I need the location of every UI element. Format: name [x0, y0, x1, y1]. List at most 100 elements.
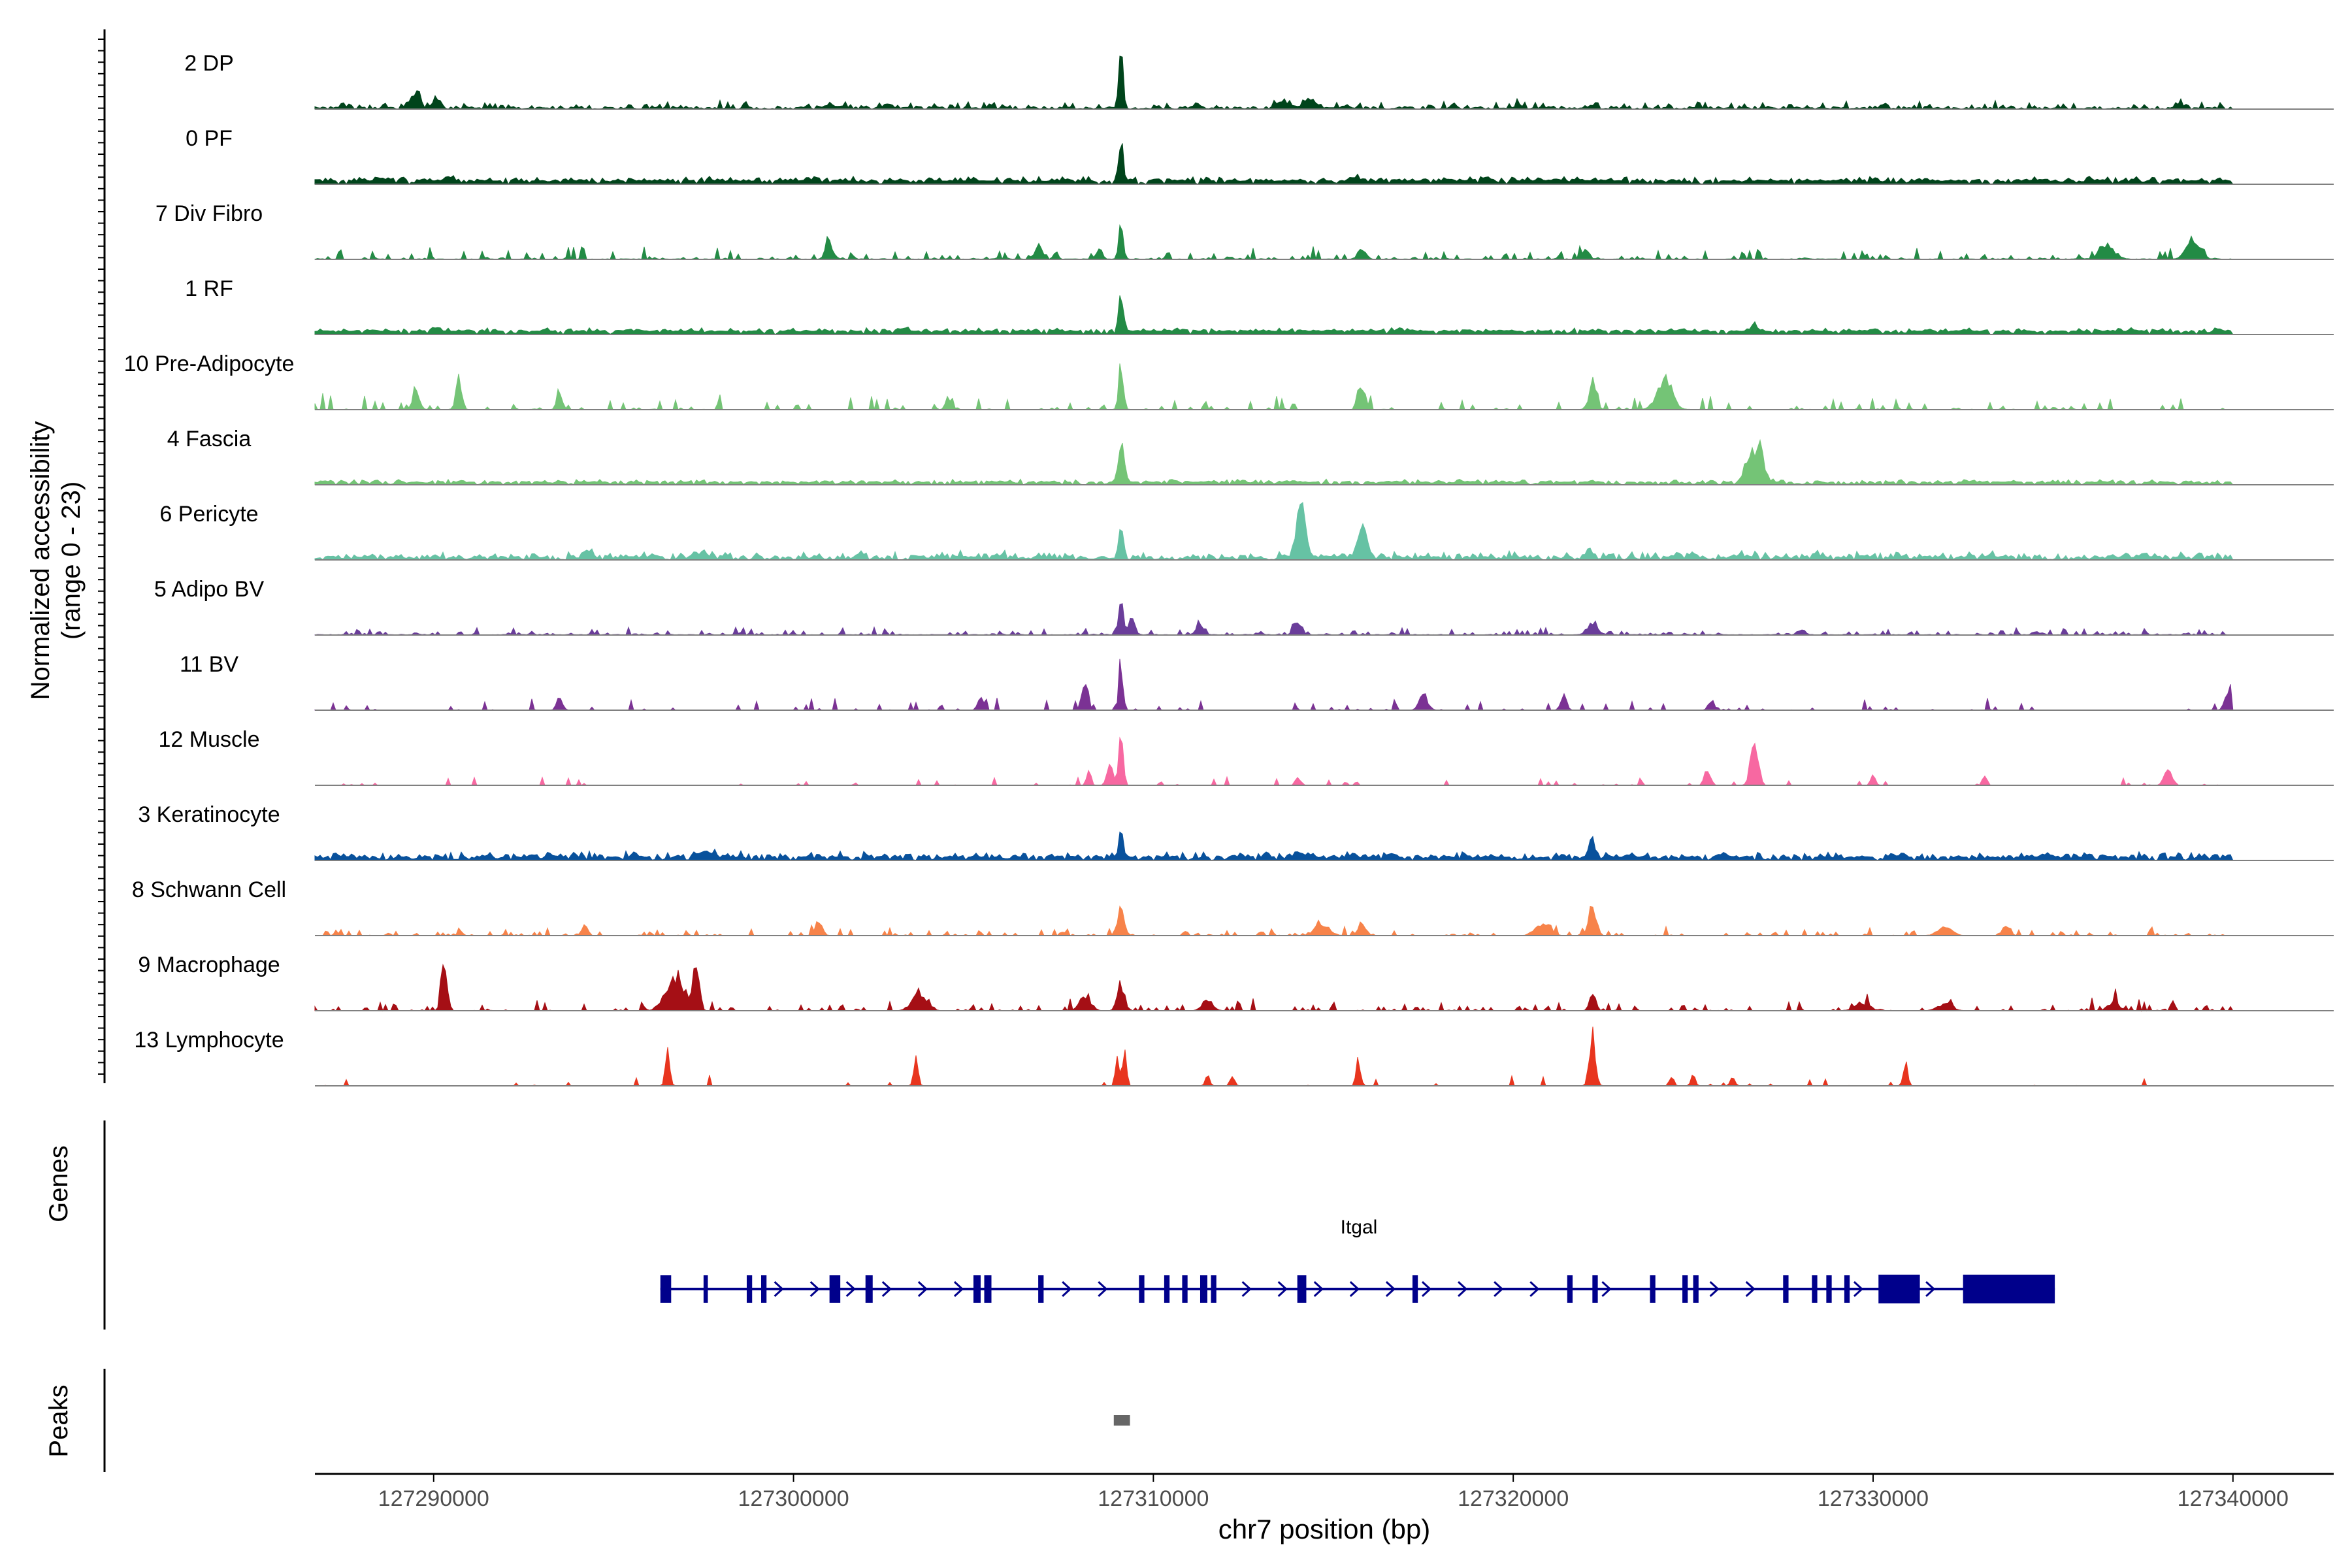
strand-arrow: [1709, 1281, 1720, 1298]
exon: [1812, 1275, 1818, 1303]
track-label: 5 Adipo BV: [154, 577, 265, 602]
track-signal: [314, 603, 2233, 636]
exon: [660, 1275, 672, 1303]
x-tick-label: 127290000: [378, 1486, 489, 1511]
track-12: 8 Schwann Cell: [132, 877, 2334, 937]
y-axis-ticks: [98, 39, 105, 1075]
strand-arrow: [1601, 1281, 1612, 1298]
exon: [760, 1275, 767, 1303]
x-tick-label: 127320000: [1458, 1486, 1569, 1511]
strand-arrow: [1529, 1281, 1540, 1298]
x-tick-label: 127310000: [1098, 1486, 1209, 1511]
exon: [973, 1275, 981, 1303]
strand-arrow: [1385, 1281, 1396, 1298]
track-label: 8 Schwann Cell: [132, 877, 286, 902]
track-signal: [314, 831, 2234, 862]
strand-arrow: [1925, 1281, 1936, 1298]
strand-arrow: [845, 1281, 856, 1298]
x-axis-label: chr7 position (bp): [1218, 1514, 1431, 1544]
track-3: 7 Div Fibro: [155, 201, 2334, 261]
x-tick-label: 127330000: [1818, 1486, 1929, 1511]
strand-arrow: [917, 1281, 928, 1298]
strand-arrow: [1349, 1281, 1360, 1298]
x-tick-label: 127300000: [738, 1486, 849, 1511]
track-8: 5 Adipo BV: [154, 577, 2334, 636]
track-label: 12 Muscle: [159, 727, 260, 752]
exon: [703, 1275, 708, 1303]
track-label: 11 BV: [180, 652, 238, 677]
track-label: 4 Fascia: [167, 427, 252, 451]
track-signal: [314, 502, 2234, 561]
strand-arrow: [1853, 1281, 1864, 1298]
strand-arrow: [1421, 1281, 1432, 1298]
exon: [1963, 1275, 2055, 1303]
exon: [984, 1275, 992, 1303]
track-5: 10 Pre-Adipocyte: [124, 351, 2334, 411]
exon: [1826, 1275, 1832, 1303]
genes-label: Genes: [44, 1145, 73, 1222]
strand-arrow: [1062, 1281, 1072, 1298]
strand-arrow: [774, 1281, 784, 1298]
exon: [746, 1275, 753, 1303]
x-tick-label: 127340000: [2178, 1486, 2289, 1511]
track-2: 0 PF: [186, 126, 2334, 186]
strand-arrow: [1098, 1281, 1108, 1298]
strand-arrow: [809, 1281, 820, 1298]
exon: [1693, 1275, 1699, 1303]
exon: [1139, 1275, 1145, 1303]
track-signal: [314, 438, 2234, 485]
exon: [1182, 1275, 1188, 1303]
track-signal: [314, 964, 2234, 1012]
strand-arrow: [1277, 1281, 1288, 1298]
exon: [1783, 1275, 1789, 1303]
track-label: 3 Keratinocyte: [138, 802, 280, 827]
track-signal: [315, 736, 2233, 786]
x-axis-ticks: 127290000 127300000 127310000 127320000 1273…: [378, 1474, 2289, 1511]
track-label: 9 Macrophage: [138, 953, 280, 977]
strand-arrow: [881, 1281, 892, 1298]
y-axis-label-line2: (range 0 - 23): [57, 482, 86, 640]
track-signal: [314, 56, 2234, 110]
track-6: 4 Fascia: [167, 427, 2334, 485]
exon: [1567, 1275, 1573, 1303]
track-signal: [314, 295, 2234, 336]
exon: [1164, 1275, 1170, 1303]
track-signal: [314, 363, 2233, 411]
track-1: 2 DP: [184, 51, 2334, 110]
gene-track: [660, 1275, 2055, 1303]
strand-arrow: [1313, 1281, 1324, 1298]
exon: [1412, 1275, 1418, 1303]
track-7: 6 Pericyte: [159, 502, 2334, 561]
exon: [1844, 1275, 1850, 1303]
strand-arrow: [953, 1281, 964, 1298]
track-4: 1 RF: [185, 276, 2334, 336]
exon: [1650, 1275, 1656, 1303]
track-label: 2 DP: [184, 51, 234, 76]
track-signal: [314, 659, 2234, 711]
gene-name-label: Itgal: [1341, 1217, 1378, 1238]
track-label: 7 Div Fibro: [155, 201, 263, 226]
track-11: 3 Keratinocyte: [138, 802, 2334, 862]
exon: [865, 1275, 873, 1303]
exon: [1592, 1275, 1598, 1303]
track-label: 10 Pre-Adipocyte: [124, 351, 295, 376]
y-axis-label: Normalized accessibility (range 0 - 23): [26, 421, 86, 700]
peak-track: [1113, 1415, 1130, 1426]
track-label: 1 RF: [185, 276, 233, 301]
track-signal: [314, 143, 2234, 186]
exon: [1038, 1275, 1044, 1303]
y-axis-label-line1: Normalized accessibility: [26, 421, 55, 700]
exon: [1878, 1275, 1920, 1303]
track-label: 13 Lymphocyte: [134, 1028, 284, 1053]
track-14: 13 Lymphocyte: [134, 1026, 2334, 1086]
exon: [1682, 1275, 1688, 1303]
track-13: 9 Macrophage: [138, 953, 2334, 1012]
track-signal: [315, 905, 2233, 937]
track-signal: [315, 1026, 2233, 1086]
exon: [829, 1275, 841, 1303]
track-9: 11 BV: [180, 652, 2334, 711]
exon: [1211, 1275, 1217, 1303]
track-10: 12 Muscle: [159, 727, 2334, 786]
strand-arrow: [1458, 1281, 1468, 1298]
